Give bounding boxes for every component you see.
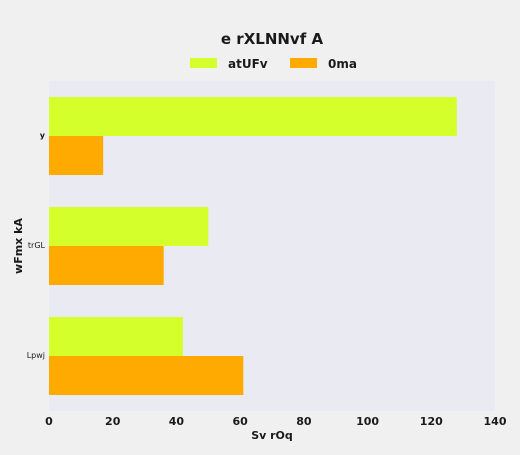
x-tick-label: 120 [420, 415, 443, 428]
bars [49, 97, 457, 395]
legend: atUFv 0ma [190, 57, 357, 71]
y-axis-ticks: y trGL Lpwj [27, 131, 46, 360]
y-axis-label: wFmx kA [12, 218, 25, 274]
legend-label-0ma: 0ma [328, 57, 357, 71]
y-tick-label: Lpwj [27, 351, 45, 360]
x-tick-label: 80 [296, 415, 312, 428]
x-tick-label: 0 [45, 415, 53, 428]
legend-swatch-0ma [290, 58, 317, 68]
bar-atUFv-Lpwj [49, 317, 183, 356]
y-tick-label: trGL [28, 241, 46, 250]
bar-atUFv-y [49, 97, 457, 136]
bar-0ma-trGL [49, 246, 164, 285]
legend-label-atUFv: atUFv [228, 57, 268, 71]
bar-0ma-y [49, 136, 104, 175]
bar-0ma-Lpwj [49, 356, 244, 395]
chart-title: e rXLNNvf A [221, 30, 324, 48]
x-axis-label: Sv rOq [251, 429, 293, 442]
x-tick-label: 100 [356, 415, 379, 428]
x-tick-label: 140 [484, 415, 507, 428]
bar-atUFv-trGL [49, 207, 209, 246]
x-tick-label: 60 [232, 415, 248, 428]
x-tick-label: 40 [169, 415, 185, 428]
y-tick-label: y [40, 131, 46, 140]
legend-swatch-atUFv [190, 58, 217, 68]
x-tick-label: 20 [105, 415, 121, 428]
x-axis-ticks: 0 20 40 60 80 100 120 140 [45, 415, 507, 428]
